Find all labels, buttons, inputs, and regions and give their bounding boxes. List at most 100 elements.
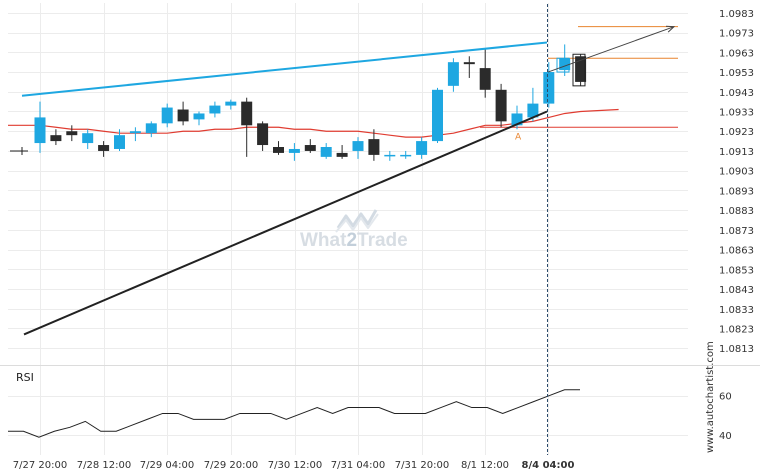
candle <box>193 111 205 126</box>
watermark-brand-right: Trade <box>357 230 408 251</box>
candle-body <box>575 56 587 82</box>
candle-body <box>34 117 46 144</box>
candle <box>145 121 157 138</box>
credit-text: www.autochartist.com <box>705 341 716 453</box>
candle <box>400 150 412 159</box>
y-tick-label: 1.0853 <box>719 265 754 276</box>
rsi-panel: RSI 60 40 <box>8 371 732 442</box>
candle <box>304 139 316 153</box>
candle-body <box>161 107 173 124</box>
candle-body <box>432 89 443 142</box>
candle <box>50 129 62 146</box>
y-tick-label: 1.0883 <box>719 206 754 217</box>
candle-body <box>209 105 221 114</box>
y-tick-label: 1.0923 <box>719 127 754 138</box>
candle <box>559 44 571 76</box>
projection-box <box>556 57 570 73</box>
candle-body <box>257 123 269 146</box>
projection-arrow <box>547 26 675 73</box>
candle <box>98 141 110 157</box>
y-tick-label: 1.0973 <box>719 29 754 40</box>
candle <box>320 143 332 159</box>
rsi-y-tick-label: 40 <box>719 431 732 442</box>
candle <box>495 83 507 128</box>
candle-body <box>66 131 78 136</box>
candle <box>257 121 269 151</box>
candle <box>66 125 78 142</box>
support-point-label: A <box>515 132 522 142</box>
candle <box>368 129 380 161</box>
candle-body <box>384 154 396 157</box>
projection-arrow-head <box>665 25 676 33</box>
x-tick-label: 7/29 20:00 <box>204 460 258 471</box>
watermark-logo-icon <box>335 209 379 233</box>
candle <box>416 137 428 159</box>
candle <box>177 101 189 126</box>
candle <box>527 87 539 122</box>
y-tick-label: 1.0833 <box>719 305 754 316</box>
watermark-brand-mid: 2 <box>346 230 357 251</box>
candle <box>352 137 364 159</box>
x-tick-label: 7/29 04:00 <box>140 460 194 471</box>
candle <box>34 101 46 153</box>
candle-body <box>320 147 332 157</box>
candle-body <box>273 147 284 153</box>
candle-body <box>495 89 507 122</box>
rsi-y-tick-label: 60 <box>719 392 732 403</box>
y-tick-label: 1.0903 <box>719 167 754 178</box>
candle-body <box>288 148 300 153</box>
x-tick-label: 8/1 12:00 <box>461 460 509 471</box>
candle-body <box>50 135 62 142</box>
candle-body <box>527 103 539 118</box>
x-tick-label: 7/30 12:00 <box>268 460 322 471</box>
candle <box>384 150 396 161</box>
x-tick-label: 7/28 12:00 <box>77 460 131 471</box>
candle <box>82 129 94 149</box>
candle-body <box>559 58 571 71</box>
candle <box>225 99 237 110</box>
x-tick-label: 8/4 04:00 <box>522 460 575 471</box>
y-tick-label: 1.0953 <box>719 68 754 79</box>
candle <box>463 56 475 78</box>
watermark-brand-left: What <box>300 230 347 251</box>
candle-body <box>193 113 205 120</box>
y-tick-label: 1.0893 <box>719 186 754 197</box>
candle-body <box>543 72 555 104</box>
grid-layer <box>0 3 760 455</box>
projection-layer <box>547 25 676 87</box>
candles-layer <box>10 44 587 161</box>
candle <box>432 87 443 144</box>
candle-body <box>82 133 94 144</box>
y-tick-label: 1.0913 <box>719 147 754 158</box>
candle <box>241 97 253 157</box>
watermark: What2Trade <box>300 209 408 251</box>
candle <box>161 103 173 128</box>
rsi-line <box>8 389 580 438</box>
y-axis-labels: 1.0983 1.0973 1.0963 1.0953 1.0943 1.0933 1.09… <box>719 9 754 355</box>
y-tick-label: 1.0873 <box>719 226 754 237</box>
y-tick-label: 1.0813 <box>719 344 754 355</box>
svg-text:What2Trade: What2Trade <box>300 230 408 251</box>
y-tick-label: 1.0843 <box>719 285 754 296</box>
ma-layer <box>8 108 619 138</box>
candle <box>447 58 459 92</box>
support-trendline <box>23 110 548 336</box>
y-tick-label: 1.0983 <box>719 9 754 20</box>
candle <box>129 127 141 142</box>
candle-body <box>225 101 237 106</box>
moving-average-line <box>8 108 619 138</box>
y-tick-label: 1.0823 <box>719 324 754 335</box>
x-tick-label: 7/31 04:00 <box>331 460 385 471</box>
rsi-title: RSI <box>16 371 34 384</box>
candle <box>273 141 284 155</box>
candle-body <box>352 141 364 151</box>
x-tick-label: 7/27 20:00 <box>13 460 67 471</box>
resistance-trendline <box>21 41 548 97</box>
candle-body <box>416 141 428 155</box>
candle-body <box>447 62 459 86</box>
candle-body <box>368 139 380 155</box>
candle-body <box>336 152 348 157</box>
trendlines-layer: A <box>21 41 548 336</box>
candle-body <box>145 123 157 134</box>
